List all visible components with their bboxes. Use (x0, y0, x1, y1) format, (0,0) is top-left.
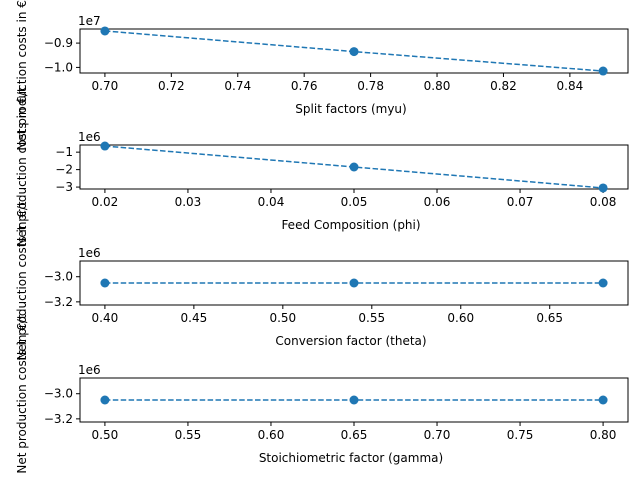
subplot-split-factors: 0.70 0.72 0.74 0.76 0.78 0.80 0.82 0.84 −0.9 −1.0… (15, 0, 629, 151)
y-tick-label: −0.9 (44, 36, 73, 50)
data-point (349, 395, 359, 405)
plot-area: 0.50 0.55 0.60 0.65 0.70 0.75 0.80 −3.0 −3.2 (44, 377, 629, 442)
x-tick-label: 0.04 (258, 195, 285, 209)
y-tick-label: −1.0 (44, 60, 73, 74)
x-tick-label: 0.07 (507, 195, 534, 209)
y-tick-label: −2 (55, 163, 73, 177)
x-axis-label: Feed Composition (phi) (281, 218, 420, 232)
data-point (100, 141, 110, 151)
data-point (100, 278, 110, 288)
subplot-feed-composition: 0.02 0.03 0.04 0.05 0.06 0.07 0.08 −1 −2 −3 Feed … (15, 87, 629, 247)
x-axis-label: Split factors (myu) (295, 102, 406, 116)
plot-area: 0.02 0.03 0.04 0.05 0.06 0.07 0.08 −1 −2 −3 (55, 141, 629, 209)
data-point (598, 278, 608, 288)
data-point (100, 26, 110, 36)
x-tick-label: 0.80 (424, 79, 451, 93)
y-tick-label: −3.0 (44, 387, 73, 401)
x-tick-label: 0.08 (590, 195, 617, 209)
offset-label: 1e7 (78, 14, 101, 28)
x-tick-label: 0.76 (291, 79, 318, 93)
x-tick-label: 0.60 (258, 428, 285, 442)
offset-label: 1e6 (78, 130, 101, 144)
x-tick-label: 0.45 (181, 311, 208, 325)
x-tick-label: 0.70 (92, 79, 119, 93)
x-axis-label: Stoichiometric factor (gamma) (259, 451, 443, 465)
data-point (598, 183, 608, 193)
x-tick-label: 0.75 (507, 428, 534, 442)
offset-label: 1e6 (78, 363, 101, 377)
y-axis-label: Net production costs in €/t (15, 0, 29, 151)
x-tick-label: 0.84 (557, 79, 584, 93)
y-tick-label: −3 (55, 180, 73, 194)
y-axis-label: Net production costs in €/t (15, 201, 29, 361)
x-tick-label: 0.40 (92, 311, 119, 325)
offset-label: 1e6 (78, 246, 101, 260)
y-tick-label: −3.2 (44, 412, 73, 426)
x-tick-label: 0.82 (490, 79, 517, 93)
y-axis-label: Net production costs in €/t (15, 314, 29, 474)
x-tick-label: 0.05 (341, 195, 368, 209)
data-point (349, 278, 359, 288)
x-tick-label: 0.02 (92, 195, 119, 209)
x-tick-label: 0.55 (175, 428, 202, 442)
x-axis-label: Conversion factor (theta) (275, 334, 426, 348)
x-tick-label: 0.06 (424, 195, 451, 209)
x-tick-label: 0.50 (92, 428, 119, 442)
x-tick-label: 0.60 (447, 311, 474, 325)
data-point (598, 66, 608, 76)
data-point (349, 47, 359, 57)
x-tick-label: 0.80 (590, 428, 617, 442)
x-tick-label: 0.70 (424, 428, 451, 442)
axes-frame (79, 28, 629, 74)
x-tick-label: 0.65 (341, 428, 368, 442)
data-point (598, 395, 608, 405)
x-tick-label: 0.50 (269, 311, 296, 325)
plot-area: 0.70 0.72 0.74 0.76 0.78 0.80 0.82 0.84 −0.9 −1.0 (44, 26, 629, 93)
x-tick-label: 0.55 (358, 311, 385, 325)
axes-frame (79, 260, 629, 306)
data-point (100, 395, 110, 405)
x-tick-label: 0.78 (357, 79, 384, 93)
x-tick-label: 0.03 (175, 195, 202, 209)
subplot-conversion-factor: 0.40 0.45 0.50 0.55 0.60 0.65 −3.0 −3.2 Convers… (15, 201, 629, 361)
x-tick-label: 0.65 (536, 311, 563, 325)
y-tick-label: −1 (55, 145, 73, 159)
y-tick-label: −3.0 (44, 270, 73, 284)
y-axis-label: Net production costs in €/t (15, 87, 29, 247)
plot-area: 0.40 0.45 0.50 0.55 0.60 0.65 −3.0 −3.2 (44, 260, 629, 325)
data-point (349, 162, 359, 172)
x-tick-label: 0.72 (158, 79, 185, 93)
x-tick-label: 0.74 (224, 79, 251, 93)
y-tick-label: −3.2 (44, 295, 73, 309)
subplot-stoichiometric-factor: 0.50 0.55 0.60 0.65 0.70 0.75 0.80 −3.0 −3.2 Sto… (15, 314, 629, 474)
